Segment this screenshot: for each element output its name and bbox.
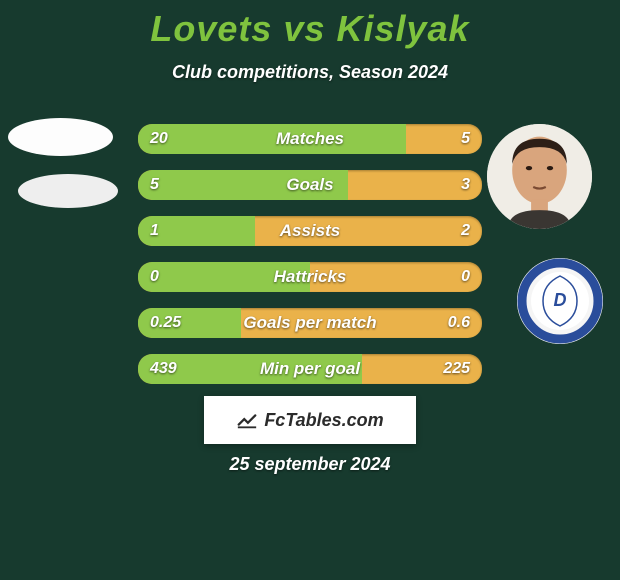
stat-value-left: 20 [150,124,168,154]
page-title: Lovets vs Kislyak [0,8,620,50]
stat-row: Goals per match0.25 0.6 [138,308,482,338]
stat-value-right: 5 [461,124,470,154]
stat-row: Min per goal439 225 [138,354,482,384]
stat-label: Matches [138,124,482,154]
stat-value-right: 0 [461,262,470,292]
stat-label: Goals per match [138,308,482,338]
face-icon [487,124,592,229]
stat-label: Min per goal [138,354,482,384]
stat-label: Assists [138,216,482,246]
stat-value-right: 225 [443,354,470,384]
chart-icon [236,409,258,431]
watermark-text: FcTables.com [264,410,383,431]
club-logo-right: D [517,258,603,344]
player-left-avatar-placeholder-2 [18,174,118,208]
watermark: FcTables.com [204,396,416,444]
stat-label: Goals [138,170,482,200]
comparison-bars: Matches205Goals53Assists12Hattricks00Goa… [138,124,482,400]
stat-value-left: 0 [150,262,159,292]
player-left-avatar-placeholder-1 [8,118,113,156]
stat-value-right: 0.6 [448,308,470,338]
player-right-avatar [487,124,592,229]
stat-row: Assists1 2 [138,216,482,246]
stat-value-left: 439 [150,354,177,384]
stat-row: Hattricks0 0 [138,262,482,292]
svg-text:D: D [554,290,567,310]
stat-row: Goals5 3 [138,170,482,200]
date-label: 25 september 2024 [0,454,620,475]
subtitle: Club competitions, Season 2024 [0,62,620,83]
stat-value-right: 2 [461,216,470,246]
stat-row: Matches20 5 [138,124,482,154]
stat-value-left: 0.25 [150,308,181,338]
stat-value-left: 5 [150,170,159,200]
stat-value-right: 3 [461,170,470,200]
club-badge-icon: D [517,258,603,344]
comparison-infographic: Lovets vs Kislyak Club competitions, Sea… [0,0,620,580]
stat-value-left: 1 [150,216,159,246]
stat-label: Hattricks [138,262,482,292]
